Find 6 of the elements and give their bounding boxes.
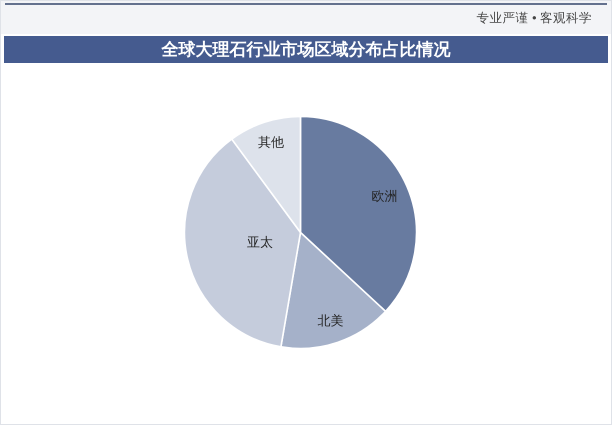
slice-label: 北美	[317, 312, 344, 328]
slice-label: 欧洲	[371, 188, 398, 204]
slice-label: 亚太	[246, 234, 273, 250]
text: 专业严谨 • 客观科学	[476, 10, 592, 25]
slice-label: 其他	[258, 134, 284, 150]
chart-title: 全球大理石行业市场区域分布占比情况	[160, 40, 452, 59]
